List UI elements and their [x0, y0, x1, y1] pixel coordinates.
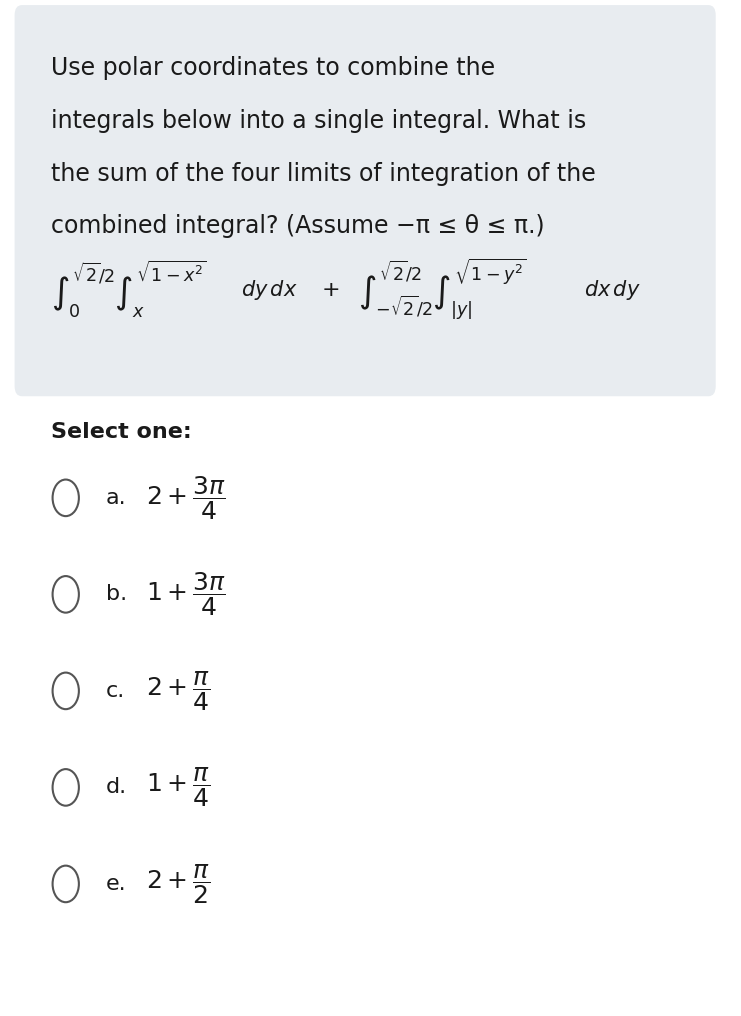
Text: Use polar coordinates to combine the: Use polar coordinates to combine the — [51, 56, 495, 80]
Text: $dx\,dy$: $dx\,dy$ — [584, 277, 641, 302]
Text: $1 + \dfrac{3\pi}{4}$: $1 + \dfrac{3\pi}{4}$ — [146, 570, 226, 619]
Text: the sum of the four limits of integration of the: the sum of the four limits of integratio… — [51, 162, 596, 186]
Text: $1 + \dfrac{\pi}{4}$: $1 + \dfrac{\pi}{4}$ — [146, 765, 210, 810]
Text: $2 + \dfrac{\pi}{4}$: $2 + \dfrac{\pi}{4}$ — [146, 669, 210, 713]
Text: $2 + \dfrac{\pi}{2}$: $2 + \dfrac{\pi}{2}$ — [146, 862, 210, 906]
Text: c.: c. — [106, 681, 125, 701]
Text: b.: b. — [106, 584, 127, 605]
FancyBboxPatch shape — [15, 5, 716, 396]
Text: $\int_{-\sqrt{2}/2}^{\sqrt{2}/2}\int_{|y|}^{\sqrt{1-y^2}}$: $\int_{-\sqrt{2}/2}^{\sqrt{2}/2}\int_{|y… — [358, 257, 527, 322]
Text: integrals below into a single integral. What is: integrals below into a single integral. … — [51, 109, 586, 133]
Text: $dy\,dx$: $dy\,dx$ — [241, 277, 298, 302]
Text: combined integral? (Assume −π ≤ θ ≤ π.): combined integral? (Assume −π ≤ θ ≤ π.) — [51, 214, 545, 239]
Text: $2 + \dfrac{3\pi}{4}$: $2 + \dfrac{3\pi}{4}$ — [146, 473, 226, 522]
Text: $+$: $+$ — [322, 279, 339, 300]
Text: a.: a. — [106, 488, 127, 508]
Text: d.: d. — [106, 777, 127, 798]
Text: e.: e. — [106, 874, 127, 894]
Text: Select one:: Select one: — [51, 422, 192, 442]
Text: $\int_0^{\sqrt{2}/2}\int_x^{\sqrt{1-x^2}}$: $\int_0^{\sqrt{2}/2}\int_x^{\sqrt{1-x^2}… — [51, 259, 207, 320]
